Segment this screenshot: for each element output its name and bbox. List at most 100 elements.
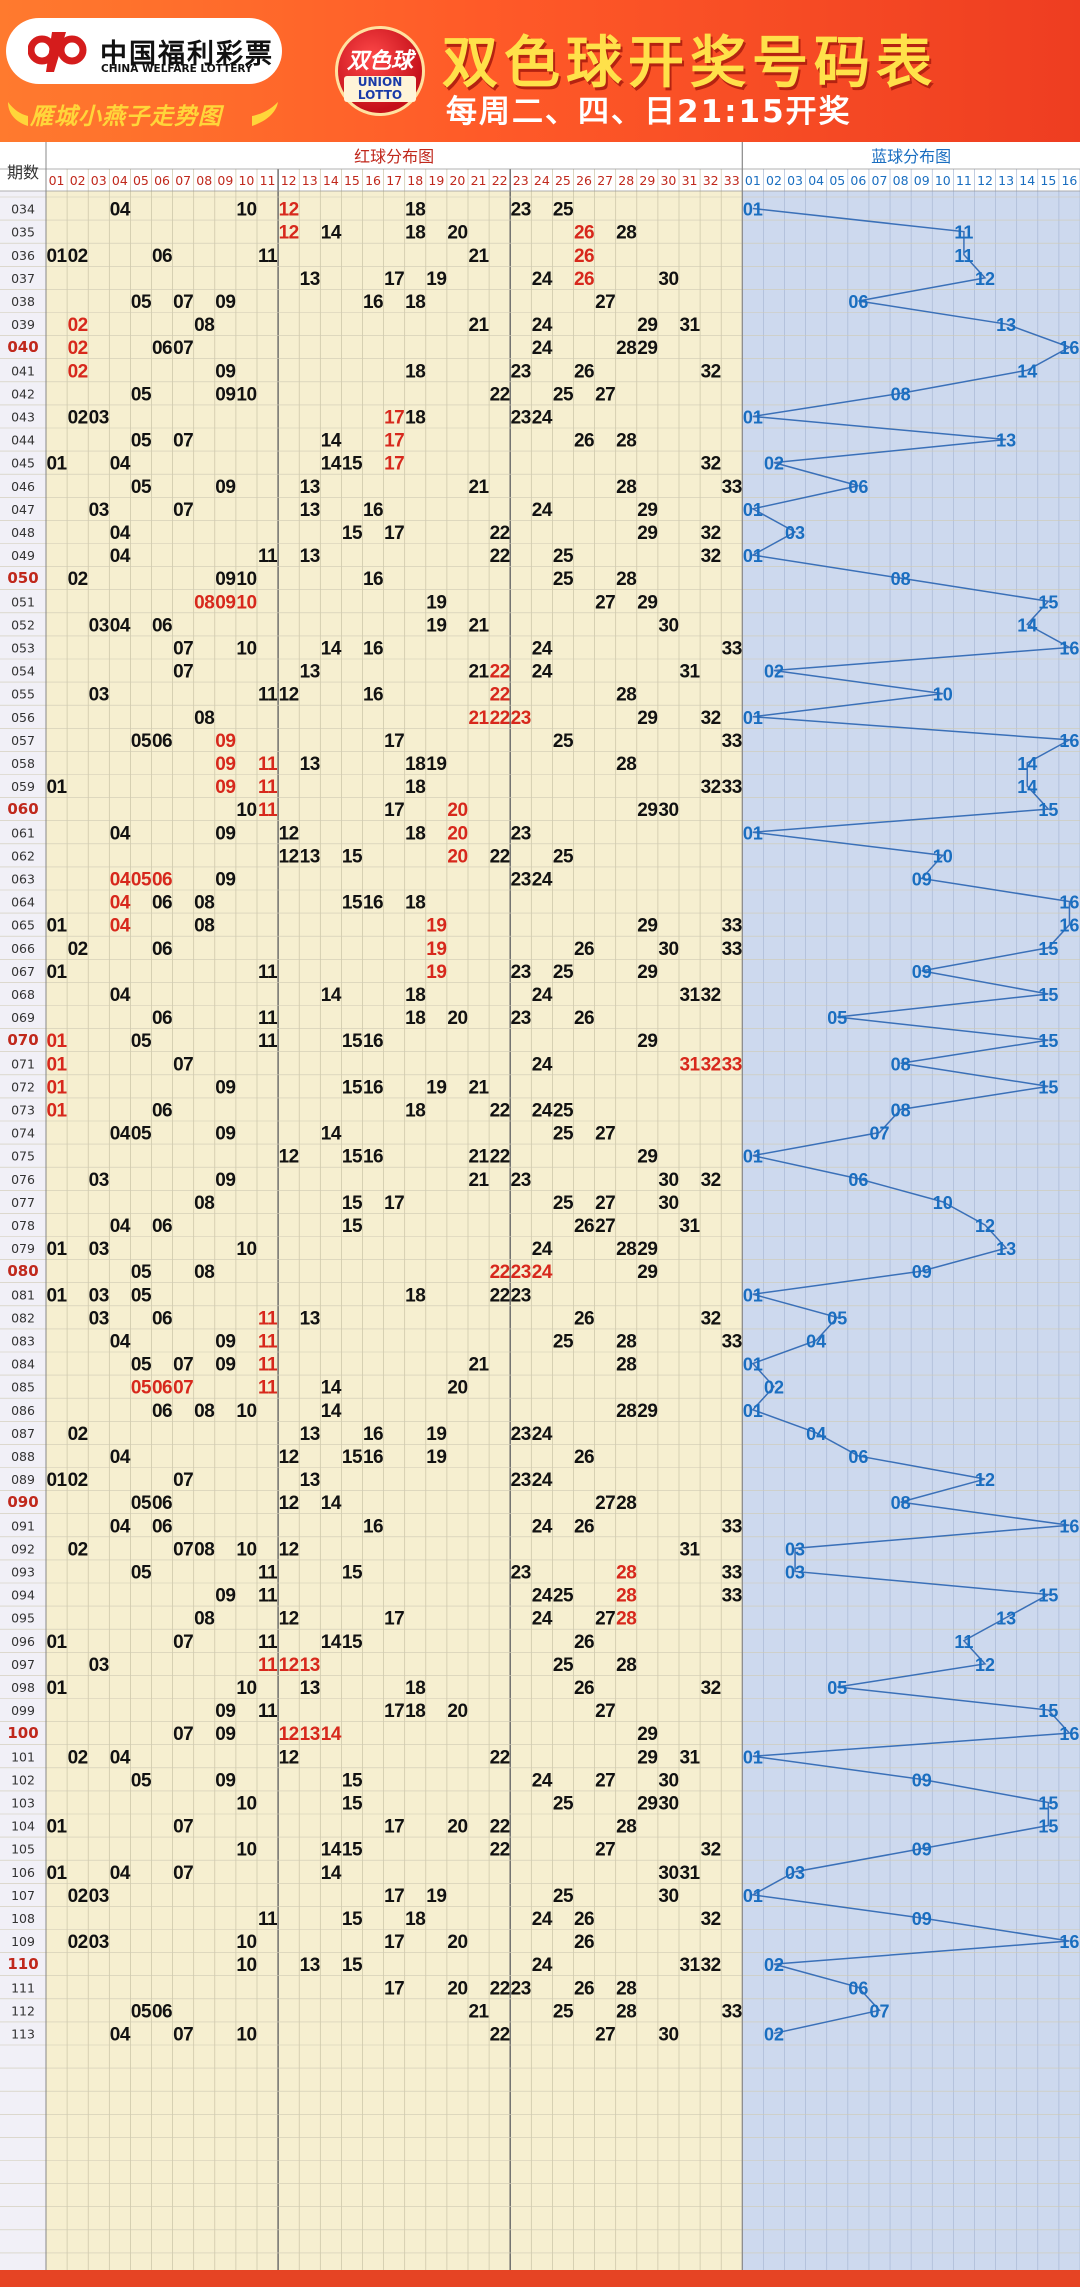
blue-ball-number: 01 xyxy=(743,1355,763,1375)
red-ball-number: 13 xyxy=(300,662,320,683)
red-ball-number: 06 xyxy=(152,893,172,914)
red-ball-number: 19 xyxy=(426,939,446,960)
red-ball-number: 10 xyxy=(236,1539,256,1560)
red-ball-number: 05 xyxy=(131,1378,152,1399)
red-ball-number: 33 xyxy=(722,916,742,937)
red-zone-label: 红球分布图 xyxy=(354,147,434,166)
red-ball-number: 20 xyxy=(447,1701,467,1722)
red-ball-number: 04 xyxy=(110,893,131,914)
red-ball-number: 06 xyxy=(152,1378,172,1399)
red-ball-number: 10 xyxy=(236,1401,256,1422)
blue-ball-number: 01 xyxy=(743,1285,763,1305)
red-ball-number: 26 xyxy=(574,939,594,960)
period-label: 063 xyxy=(11,871,35,886)
blue-ball-number: 02 xyxy=(764,1378,784,1398)
red-ball-number: 20 xyxy=(447,1817,467,1838)
red-ball-number: 26 xyxy=(574,361,594,382)
red-ball-number: 22 xyxy=(490,685,510,706)
blue-ball-number: 08 xyxy=(891,569,911,589)
red-ball-number: 32 xyxy=(701,1678,721,1699)
red-zone-bg xyxy=(46,142,743,2270)
period-label: 072 xyxy=(11,1079,35,1094)
period-label: 111 xyxy=(11,1980,35,1995)
red-ball-number: 04 xyxy=(110,1331,131,1352)
red-ball-number: 23 xyxy=(511,962,531,983)
red-ball-number: 25 xyxy=(553,846,574,867)
red-ball-number: 20 xyxy=(447,223,467,244)
period-label: 041 xyxy=(11,363,35,378)
red-column-header: 07 xyxy=(175,173,191,188)
red-ball-number: 04 xyxy=(110,1216,131,1237)
red-ball-number: 13 xyxy=(300,1470,320,1491)
red-ball-number: 10 xyxy=(236,1793,256,1814)
red-ball-number: 29 xyxy=(637,1724,657,1745)
red-ball-number: 10 xyxy=(236,638,256,659)
red-ball-number: 13 xyxy=(300,477,320,498)
red-ball-number: 28 xyxy=(616,223,636,244)
red-ball-number: 05 xyxy=(131,1031,152,1052)
blue-ball-number: 09 xyxy=(912,1840,932,1860)
red-column-header: 01 xyxy=(49,173,65,188)
red-ball-number: 07 xyxy=(173,638,193,659)
red-ball-number: 21 xyxy=(468,477,489,498)
red-ball-number: 03 xyxy=(89,1239,109,1260)
blue-ball-number: 16 xyxy=(1059,1516,1079,1536)
red-ball-number: 13 xyxy=(300,1724,320,1745)
red-ball-number: 28 xyxy=(616,1239,636,1260)
period-label: 067 xyxy=(11,964,35,979)
red-ball-number: 14 xyxy=(321,454,342,475)
red-ball-number: 14 xyxy=(321,1401,342,1422)
blue-ball-number: 01 xyxy=(743,546,763,566)
red-ball-number: 25 xyxy=(553,1586,574,1607)
red-ball-number: 04 xyxy=(110,1447,131,1468)
red-ball-number: 08 xyxy=(194,1262,214,1283)
red-ball-number: 18 xyxy=(405,777,425,798)
red-ball-number: 01 xyxy=(46,454,67,475)
red-ball-number: 10 xyxy=(236,1840,256,1861)
red-ball-number: 28 xyxy=(616,1609,636,1630)
red-ball-number: 03 xyxy=(89,1932,109,1953)
blue-ball-number: 16 xyxy=(1059,916,1079,936)
red-ball-number: 24 xyxy=(532,500,553,521)
red-ball-number: 07 xyxy=(173,1724,193,1745)
red-ball-number: 31 xyxy=(679,1054,700,1075)
red-ball-number: 22 xyxy=(490,1817,510,1838)
red-ball-number: 16 xyxy=(363,569,383,590)
red-ball-number: 21 xyxy=(468,662,489,683)
welfare-lottery-logo-icon xyxy=(28,32,87,72)
red-ball-number: 18 xyxy=(405,361,425,382)
blue-ball-number: 14 xyxy=(1017,615,1037,635)
red-ball-number: 12 xyxy=(279,1147,299,1168)
red-ball-number: 04 xyxy=(110,823,131,844)
red-ball-number: 30 xyxy=(658,939,678,960)
header-banner: 中国福利彩票 CHINA WELFARE LOTTERY 雁城小燕子走势图 双色… xyxy=(0,0,1080,142)
red-ball-number: 04 xyxy=(110,1747,131,1768)
red-ball-number: 32 xyxy=(701,1308,721,1329)
red-ball-number: 24 xyxy=(532,1054,553,1075)
red-ball-number: 01 xyxy=(46,1678,67,1699)
red-ball-number: 30 xyxy=(658,1886,678,1907)
red-column-header: 11 xyxy=(260,173,276,188)
red-ball-number: 09 xyxy=(215,1701,235,1722)
period-label: 056 xyxy=(11,710,35,725)
red-ball-number: 31 xyxy=(679,985,700,1006)
red-ball-number: 03 xyxy=(89,1308,109,1329)
period-label: 098 xyxy=(11,1680,35,1695)
red-ball-number: 02 xyxy=(68,1424,88,1445)
period-label: 084 xyxy=(11,1357,35,1372)
red-ball-number: 11 xyxy=(258,685,278,706)
red-ball-number: 18 xyxy=(405,223,425,244)
red-column-header: 28 xyxy=(618,173,634,188)
red-ball-number: 18 xyxy=(405,823,425,844)
red-ball-number: 02 xyxy=(68,1470,88,1491)
red-ball-number: 18 xyxy=(405,893,425,914)
red-ball-number: 16 xyxy=(363,1077,383,1098)
red-ball-number: 26 xyxy=(574,1932,594,1953)
blue-ball-number: 16 xyxy=(1059,893,1079,913)
red-ball-number: 25 xyxy=(553,1193,574,1214)
red-ball-number: 33 xyxy=(722,939,742,960)
red-ball-number: 25 xyxy=(553,2001,574,2022)
red-ball-number: 20 xyxy=(447,1008,467,1029)
red-ball-number: 23 xyxy=(511,1170,531,1191)
red-ball-number: 02 xyxy=(68,1539,88,1560)
